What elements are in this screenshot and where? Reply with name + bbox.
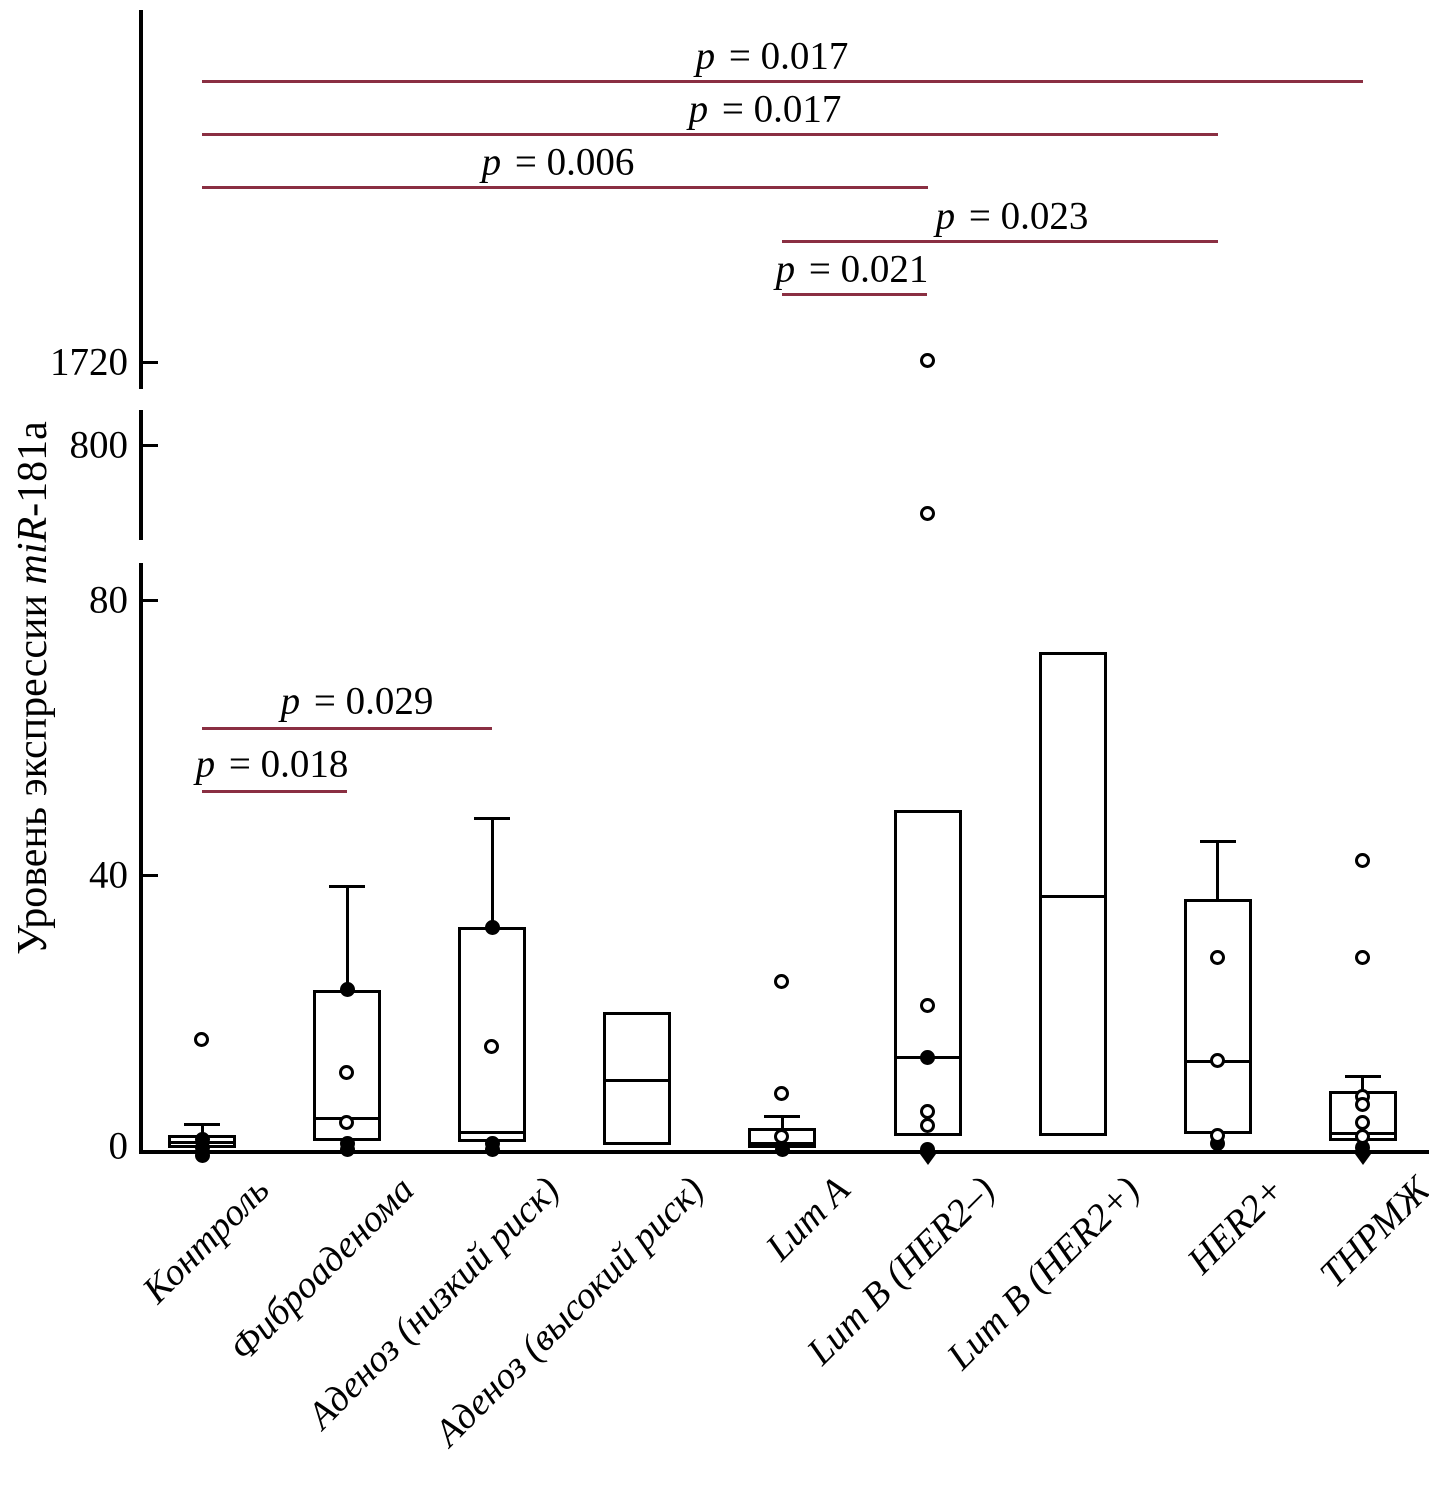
x-category-label-3: Аденоз (высокий риск) xyxy=(427,1168,713,1455)
significance-line-6 xyxy=(202,790,348,793)
y-axis-title-prefix: Уровень экспрессии xyxy=(10,584,56,955)
box-3 xyxy=(603,1011,672,1146)
p-symbol: p xyxy=(935,194,956,238)
median-line xyxy=(458,1131,527,1135)
whisker-cap xyxy=(184,1122,220,1126)
data-point-open xyxy=(919,353,935,369)
y-axis-title-gene: miR xyxy=(10,516,56,585)
box-2 xyxy=(458,927,527,1142)
data-point-open xyxy=(919,997,935,1013)
data-point-open xyxy=(1354,853,1370,869)
whisker-cap xyxy=(1344,1074,1381,1078)
data-point-open xyxy=(919,505,935,521)
y-axis-line-segment-0 xyxy=(139,10,143,389)
data-point-open xyxy=(774,974,790,990)
whisker-line xyxy=(490,817,494,928)
whisker-cap xyxy=(1199,839,1236,843)
whisker-line xyxy=(200,1123,204,1135)
y-tick-40 xyxy=(139,874,158,877)
significance-line-2 xyxy=(202,186,928,189)
y-tick-label-1720: 1720 xyxy=(50,340,128,384)
data-point-open xyxy=(339,1115,355,1131)
y-tick-800 xyxy=(139,444,158,447)
significance-p-label-1: p = 0.017 xyxy=(688,87,842,131)
data-point-open xyxy=(1354,1097,1370,1113)
significance-line-3 xyxy=(782,240,1218,243)
significance-line-4 xyxy=(782,293,928,296)
data-point-filled xyxy=(920,1049,935,1065)
x-category-label-4: Lum A xyxy=(757,1168,858,1269)
data-point-open xyxy=(1209,1053,1225,1069)
x-category-label-2: Аденоз (низкий риск) xyxy=(299,1168,568,1437)
box-6 xyxy=(1038,652,1107,1137)
x-category-label-7: HER2+ xyxy=(1179,1168,1294,1283)
y-tick-label-80: 80 xyxy=(89,578,128,622)
median-line xyxy=(603,1078,672,1082)
data-point-filled xyxy=(920,1141,935,1157)
whisker-line xyxy=(1361,1075,1365,1091)
whisker-line xyxy=(345,886,349,990)
x-category-label-8: ТНРМЖ xyxy=(1311,1168,1429,1296)
whisker-cap xyxy=(329,885,366,888)
p-symbol: p xyxy=(775,247,796,291)
below-axis-arrow xyxy=(1354,1154,1371,1165)
significance-line-5 xyxy=(202,727,493,730)
whisker-cap xyxy=(474,816,511,820)
p-symbol: p xyxy=(695,34,716,78)
y-tick-1720 xyxy=(139,361,158,364)
data-point-open xyxy=(1354,949,1370,965)
significance-p-label-4: p = 0.021 xyxy=(775,247,929,291)
box-5 xyxy=(893,809,962,1137)
significance-p-label-3: p = 0.023 xyxy=(935,194,1089,238)
data-point-open xyxy=(774,1085,790,1101)
data-point-filled xyxy=(484,919,500,935)
whisker-line xyxy=(1216,840,1220,900)
data-point-open xyxy=(774,1128,790,1144)
below-axis-arrow xyxy=(919,1154,936,1165)
significance-line-1 xyxy=(202,133,1218,136)
y-tick-label-800: 800 xyxy=(69,423,129,467)
whisker-line xyxy=(780,1116,784,1128)
data-point-open xyxy=(1209,949,1225,965)
data-point-open xyxy=(919,1104,935,1120)
y-tick-80 xyxy=(139,599,158,602)
significance-p-label-0: p = 0.017 xyxy=(695,34,849,78)
data-point-filled xyxy=(774,1141,790,1157)
data-point-filled xyxy=(484,1141,500,1157)
x-category-label-0: Контроль xyxy=(134,1168,278,1312)
data-point-open xyxy=(1209,1128,1225,1144)
whisker-cap xyxy=(764,1115,801,1119)
y-tick-label-0: 0 xyxy=(108,1124,129,1168)
data-point-open xyxy=(339,1065,355,1080)
data-point-open xyxy=(484,1038,500,1054)
p-symbol: p xyxy=(688,87,709,131)
y-tick-label-40: 40 xyxy=(89,853,128,897)
y-axis-title-suffix: -181a xyxy=(10,421,56,517)
data-point-filled xyxy=(339,1141,355,1157)
y-axis-line-segment-2 xyxy=(139,563,143,1154)
significance-line-0 xyxy=(202,80,1363,83)
median-line xyxy=(1038,894,1107,898)
data-point-filled xyxy=(1355,1140,1371,1156)
data-point-open xyxy=(1354,1128,1370,1144)
data-point-filled xyxy=(194,1148,210,1163)
y-axis-title: Уровень экспрессии miR-181a xyxy=(9,421,57,955)
significance-p-label-6: p = 0.018 xyxy=(195,742,349,786)
data-point-open xyxy=(1354,1115,1370,1131)
p-symbol: p xyxy=(195,742,216,786)
data-point-open xyxy=(194,1032,209,1047)
box-7 xyxy=(1183,899,1252,1135)
y-axis-line-segment-1 xyxy=(139,410,143,540)
data-point-filled xyxy=(339,982,355,998)
significance-p-label-5: p = 0.029 xyxy=(280,679,434,723)
p-symbol: p xyxy=(481,140,502,184)
p-symbol: p xyxy=(280,679,301,723)
data-point-open xyxy=(919,1117,935,1133)
significance-p-label-2: p = 0.006 xyxy=(481,140,635,184)
